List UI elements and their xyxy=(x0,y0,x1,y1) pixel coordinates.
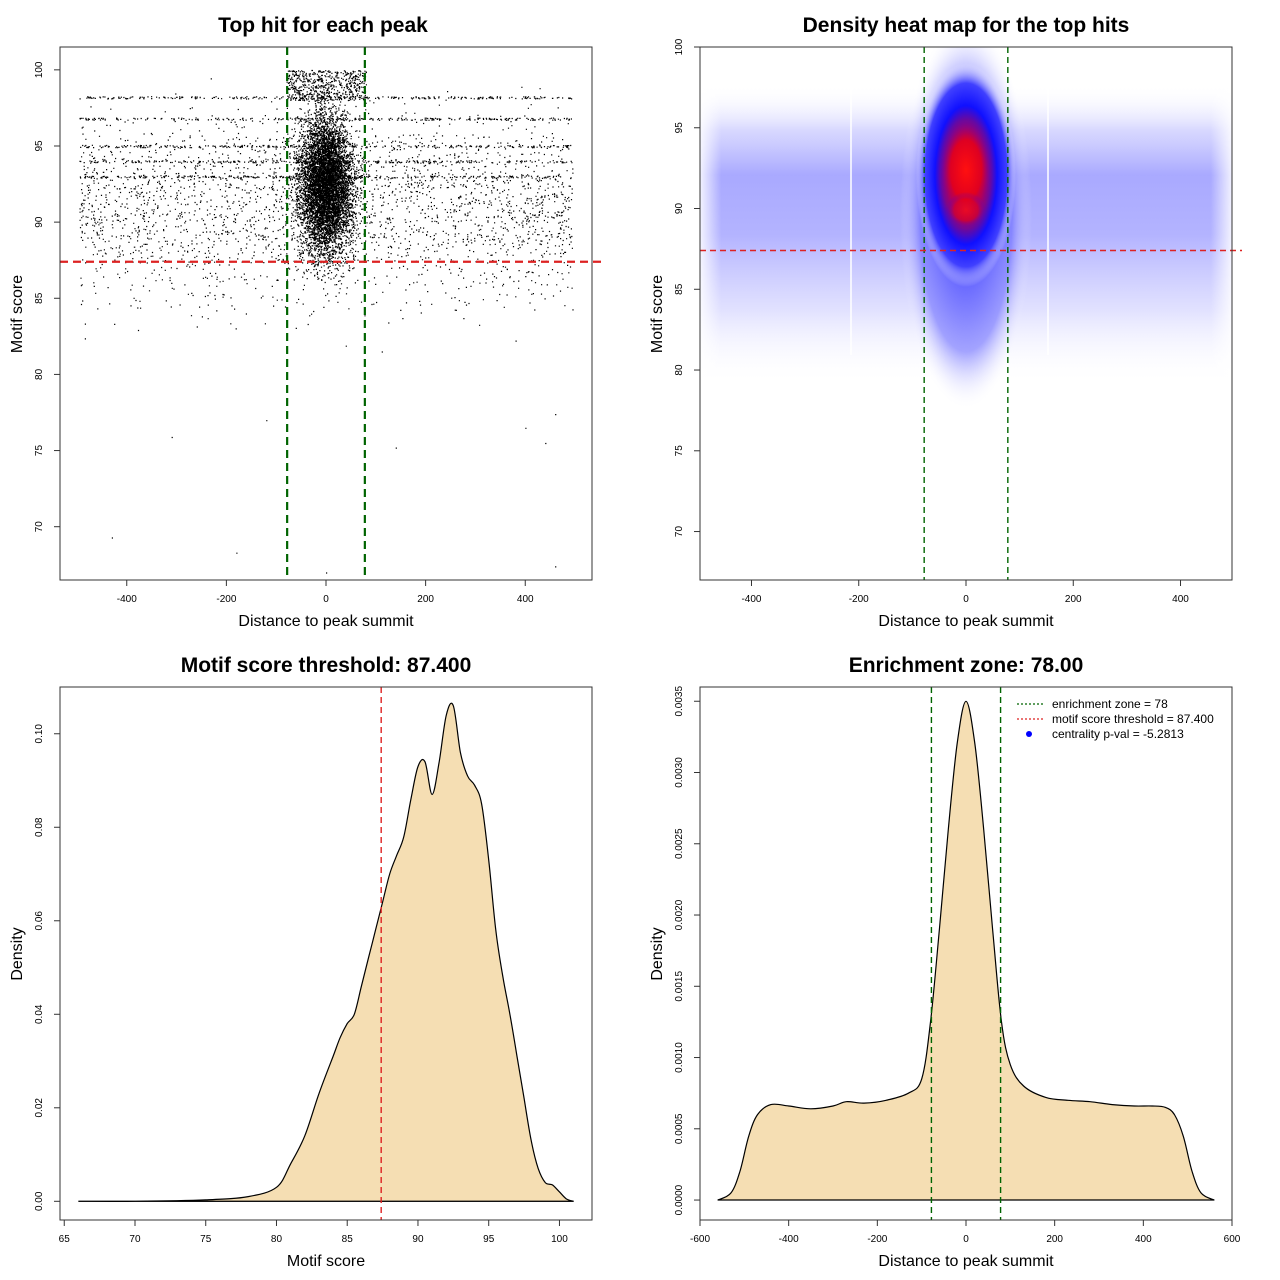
x-tick-label: 0 xyxy=(963,594,969,605)
x-tick-label: 200 xyxy=(1065,594,1082,605)
legend-label-threshold: motif score threshold = 87.400 xyxy=(1052,712,1214,726)
y-tick-label: 0.0035 xyxy=(674,686,685,717)
scatter-point-cloud xyxy=(79,69,574,574)
panel1-frame xyxy=(59,46,593,581)
reference-lines xyxy=(930,687,1002,1220)
y-tick-label: 75 xyxy=(34,445,45,457)
y-tick-label: 95 xyxy=(34,140,45,152)
x-tick-label: -600 xyxy=(690,1234,710,1245)
x-tick-label: 90 xyxy=(412,1234,424,1245)
y-tick-label: 0.08 xyxy=(34,817,45,837)
y-tick-label: 90 xyxy=(34,216,45,228)
x-tick-label: 400 xyxy=(517,594,534,605)
y-tick-label: 0.0020 xyxy=(674,899,685,930)
y-tick-label: 0.0030 xyxy=(674,757,685,788)
y-tick-label: 0.0025 xyxy=(674,828,685,859)
x-tick-label: 0 xyxy=(963,1234,969,1245)
x-tick-label: -400 xyxy=(779,1234,799,1245)
y-tick-label: 95 xyxy=(674,122,685,134)
panel1-x-axis-label: Distance to peak summit xyxy=(238,613,414,630)
y-tick-label: 85 xyxy=(34,292,45,304)
y-tick-label: 0.0000 xyxy=(674,1184,685,1215)
density-area xyxy=(717,700,1215,1201)
heatmap-panel: Density heat map for the top hits -400 -2… xyxy=(649,14,1242,630)
y-tick-label: 0.0010 xyxy=(674,1042,685,1073)
x-tick-label: 70 xyxy=(129,1234,141,1245)
scatter-points xyxy=(79,69,574,574)
y-tick-label: 70 xyxy=(34,521,45,533)
y-tick-label: 0.10 xyxy=(34,724,45,744)
panel1-title: Top hit for each peak xyxy=(218,14,428,37)
x-tick-label: -400 xyxy=(741,594,761,605)
panel4-x-axis-label: Distance to peak summit xyxy=(878,1253,1054,1270)
panel4-y-axis-label: Density xyxy=(649,927,666,980)
y-tick-label: 90 xyxy=(674,203,685,215)
y-axis-ticks: 70 75 80 85 90 95 100 xyxy=(674,38,700,537)
x-tick-label: 200 xyxy=(417,594,434,605)
legend-label-enrichment: enrichment zone = 78 xyxy=(1052,697,1168,711)
x-axis-ticks: 65 70 75 80 85 90 95 100 xyxy=(59,1220,568,1245)
x-tick-label: 65 xyxy=(59,1234,71,1245)
distance-density-panel: Enrichment zone: 78.00 -600 -400 -200 0 200 4… xyxy=(649,654,1241,1270)
y-tick-label: 0.0005 xyxy=(674,1113,685,1144)
score-density-panel: Motif score threshold: 87.400 65 70 75 80 85… xyxy=(9,654,593,1270)
x-tick-label: 85 xyxy=(342,1234,354,1245)
reference-lines xyxy=(60,47,602,580)
x-tick-label: 95 xyxy=(483,1234,495,1245)
x-tick-label: -200 xyxy=(849,594,869,605)
legend: enrichment zone = 78 motif score thresho… xyxy=(1017,697,1214,741)
x-tick-label: -200 xyxy=(216,594,236,605)
density-curve xyxy=(78,702,574,1202)
y-axis-ticks: 0.00 0.02 0.04 0.06 0.08 0.10 xyxy=(34,724,60,1211)
y-tick-label: 0.00 xyxy=(34,1191,45,1211)
panel3-frame xyxy=(59,686,593,1221)
x-axis-ticks: -400 -200 0 200 400 xyxy=(741,580,1189,605)
x-tick-label: 600 xyxy=(1224,1234,1241,1245)
legend-swatch-pval xyxy=(1026,731,1032,737)
x-tick-label: 80 xyxy=(271,1234,283,1245)
x-tick-label: 75 xyxy=(200,1234,212,1245)
x-axis-ticks: -400 -200 0 200 400 xyxy=(117,580,534,605)
y-tick-label: 75 xyxy=(674,445,685,457)
y-axis-ticks: 0.0000 0.0005 0.0010 0.0015 0.0020 0.0025 0.00… xyxy=(674,686,700,1215)
y-tick-label: 80 xyxy=(34,368,45,380)
panel3-y-axis-label: Density xyxy=(9,927,26,980)
panel4-title: Enrichment zone: 78.00 xyxy=(849,654,1084,677)
panel1-y-axis-label: Motif score xyxy=(9,275,26,353)
density-curve xyxy=(717,700,1215,1201)
y-tick-label: 0.04 xyxy=(34,1004,45,1024)
panel2-x-axis-label: Distance to peak summit xyxy=(878,613,1054,630)
y-tick-label: 0.02 xyxy=(34,1098,45,1118)
y-tick-label: 85 xyxy=(674,283,685,295)
panel2-y-axis-label: Motif score xyxy=(649,275,666,353)
panel3-title: Motif score threshold: 87.400 xyxy=(181,654,472,677)
x-tick-label: 400 xyxy=(1135,1234,1152,1245)
y-tick-label: 100 xyxy=(674,38,685,55)
heatmap-peak xyxy=(940,120,992,220)
x-axis-ticks: -600 -400 -200 0 200 400 600 xyxy=(690,1220,1241,1245)
x-tick-label: 400 xyxy=(1172,594,1189,605)
heatmap-image xyxy=(700,47,1232,580)
y-axis-ticks: 70 75 80 85 90 95 100 xyxy=(34,61,60,532)
x-tick-label: -200 xyxy=(867,1234,887,1245)
panel3-x-axis-label: Motif score xyxy=(287,1253,365,1270)
y-tick-label: 100 xyxy=(34,61,45,78)
x-tick-label: 100 xyxy=(551,1234,568,1245)
x-tick-label: 200 xyxy=(1046,1234,1063,1245)
reference-lines xyxy=(700,47,1242,580)
scatter-panel: Top hit for each peak -400 -200 0 200 400 70… xyxy=(9,14,602,630)
y-tick-label: 0.06 xyxy=(34,911,45,931)
y-tick-label: 80 xyxy=(674,364,685,376)
y-tick-label: 0.0015 xyxy=(674,971,685,1002)
y-tick-label: 70 xyxy=(674,526,685,538)
x-tick-label: 0 xyxy=(323,594,329,605)
panel2-title: Density heat map for the top hits xyxy=(803,14,1130,37)
density-area xyxy=(78,702,574,1202)
legend-label-pval: centrality p-val = -5.2813 xyxy=(1052,727,1184,741)
x-tick-label: -400 xyxy=(117,594,137,605)
